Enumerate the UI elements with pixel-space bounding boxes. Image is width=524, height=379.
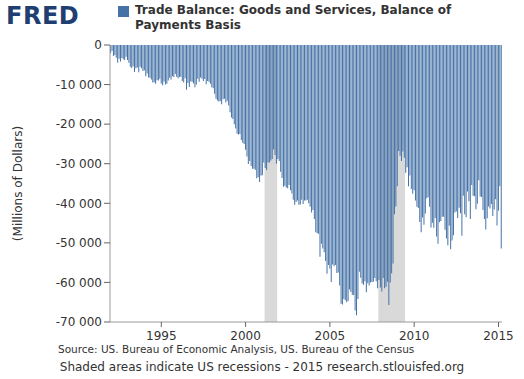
svg-text:-20 000: -20 000 (56, 117, 102, 131)
svg-text:1995: 1995 (146, 329, 177, 343)
svg-text:-70 000: -70 000 (56, 315, 102, 329)
svg-text:-40 000: -40 000 (56, 197, 102, 211)
svg-text:-30 000: -30 000 (56, 157, 102, 171)
svg-text:0: 0 (94, 38, 102, 52)
svg-text:-60 000: -60 000 (56, 276, 102, 290)
svg-text:2005: 2005 (315, 329, 346, 343)
svg-text:2010: 2010 (399, 329, 430, 343)
svg-text:-10 000: -10 000 (56, 78, 102, 92)
html-text:Source: US. Bureau of Economic: Source: US. Bureau of Economic Analysis,… (58, 343, 415, 355)
svg-text:(Millions of Dollars): (Millions of Dollars) (11, 126, 25, 241)
html-text:FRED: FRED (6, 2, 80, 30)
html-text:Shaded areas indicate US reces: Shaded areas indicate US recessions - 20… (59, 360, 465, 374)
svg-text:-50 000: -50 000 (56, 236, 102, 250)
svg-text:2000: 2000 (230, 329, 261, 343)
html-text:Trade Balance: Goods and Servi: Trade Balance: Goods and Services, Balan… (135, 3, 452, 32)
svg-text:2015: 2015 (483, 329, 514, 343)
